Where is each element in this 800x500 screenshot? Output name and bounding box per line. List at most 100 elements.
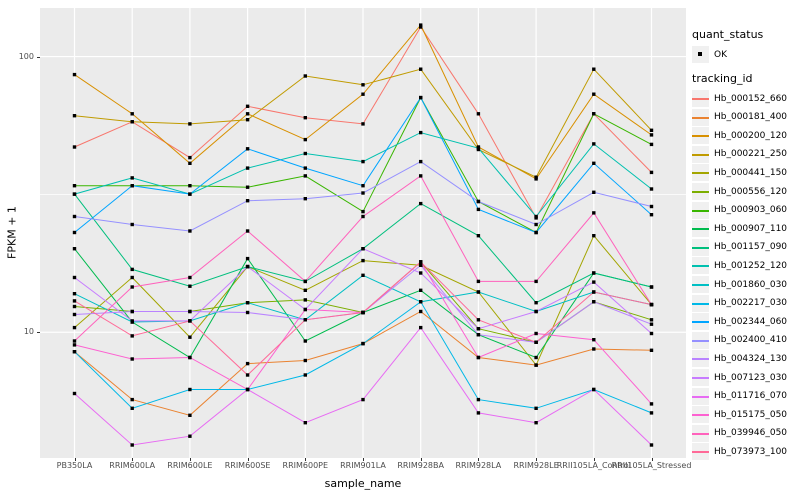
data-point-marker (130, 176, 134, 180)
x-tick-label: RRIM600LE (167, 461, 213, 470)
data-point-marker (361, 83, 365, 87)
data-point-marker (245, 310, 250, 315)
data-point-marker (649, 187, 654, 191)
x-tick-label: RRIM600LA (109, 461, 156, 470)
legend-entry: Hb_000152_660 (692, 90, 787, 107)
y-tick-mark (37, 332, 40, 334)
x-tick-label: RRIM901LA (340, 461, 386, 470)
data-point-marker (592, 67, 596, 71)
data-point-marker (592, 347, 596, 351)
data-point-marker (476, 397, 481, 402)
data-point-marker (303, 174, 307, 178)
data-point-marker (130, 319, 134, 323)
data-point-marker (361, 159, 365, 164)
data-point-marker (534, 355, 538, 360)
x-tick-label: PB350LA (56, 461, 93, 470)
data-point-marker (72, 391, 77, 396)
legend-entry-label: Hb_000441_150 (714, 167, 788, 178)
data-point-marker (361, 273, 365, 277)
legend-entry-label: Hb_002344_060 (714, 316, 788, 327)
data-point-marker (649, 318, 654, 322)
x-tick-mark (305, 458, 307, 461)
data-point-marker (476, 279, 481, 284)
data-point-marker (592, 234, 596, 238)
data-point-marker (649, 128, 654, 132)
data-point-marker (534, 421, 538, 425)
data-point-marker (476, 146, 481, 150)
data-point-marker (188, 309, 192, 314)
legend-entry: Hb_011716_070 (692, 387, 788, 405)
legend-key-box (692, 443, 709, 461)
data-point-marker (130, 267, 134, 272)
x-tick-mark (132, 458, 134, 461)
legend-entry: Hb_000441_150 (692, 164, 788, 182)
legend-entry-label: Hb_000200_120 (714, 130, 788, 141)
legend-entry: Hb_073973_100 (692, 443, 787, 461)
data-point-marker (419, 288, 423, 292)
data-point-marker (419, 300, 423, 304)
data-point-marker (188, 319, 192, 323)
legend-key-box (692, 201, 709, 219)
legend-line-icon (692, 98, 709, 100)
legend-entry-label: Hb_002217_030 (714, 298, 788, 309)
data-point-marker (649, 204, 654, 209)
legend-key-box (692, 350, 709, 368)
data-point-marker (419, 271, 423, 275)
data-point-marker (245, 199, 250, 203)
data-point-marker (130, 406, 134, 410)
x-tick-mark (189, 458, 191, 461)
data-point-marker (476, 355, 481, 360)
x-tick-mark (363, 458, 364, 461)
data-point-marker (649, 443, 654, 447)
legend-entry: Hb_000200_120 (692, 127, 788, 145)
data-point-marker (130, 184, 134, 188)
data-point-marker (130, 112, 134, 116)
x-tick-mark (593, 458, 595, 461)
data-point-marker (419, 325, 423, 330)
legend-title-tracking-id: tracking_id (692, 72, 753, 85)
data-point-marker (649, 322, 654, 326)
data-point-marker (534, 214, 538, 219)
y-tick-mark (37, 56, 40, 58)
data-point-marker (72, 350, 77, 354)
legend-key-box (692, 369, 709, 386)
data-point-marker (72, 184, 77, 188)
data-point-marker (303, 197, 307, 201)
legend-key-box (692, 257, 709, 275)
data-point-marker (361, 247, 365, 251)
data-point-marker (245, 166, 250, 170)
legend-entry: Hb_039946_050 (692, 424, 787, 442)
x-tick-mark (536, 458, 538, 461)
data-point-marker (649, 285, 654, 289)
data-point-marker (303, 298, 307, 302)
legend-entry: Hb_000221_250 (692, 145, 787, 163)
data-point-marker (72, 312, 77, 317)
data-point-marker (245, 387, 250, 392)
legend-entry-label: Hb_000907_110 (714, 223, 788, 234)
data-point-marker (130, 275, 134, 280)
data-point-marker (592, 300, 596, 304)
data-point-marker (361, 92, 365, 96)
data-point-marker (592, 211, 596, 215)
data-point-marker (72, 230, 77, 235)
data-point-marker (476, 207, 481, 212)
data-point-marker (303, 116, 307, 120)
legend-item-label: OK (714, 49, 727, 60)
legend-entry-label: Hb_000556_120 (714, 186, 788, 197)
data-point-marker (245, 256, 250, 261)
legend-key-box (692, 220, 709, 238)
data-point-marker (649, 348, 654, 352)
data-point-marker (649, 411, 654, 415)
y-tick-label: 100 (18, 51, 34, 61)
data-point-marker (72, 192, 77, 196)
legend-key-box (692, 183, 709, 200)
data-point-marker (188, 275, 192, 280)
data-point-marker (592, 190, 596, 194)
legend-line-icon (692, 172, 709, 175)
legend-entry-label: Hb_011716_070 (714, 391, 788, 402)
data-point-marker (245, 185, 250, 189)
data-point-marker (361, 191, 365, 195)
data-point-marker (419, 174, 423, 178)
data-point-marker (303, 318, 307, 322)
legend-line-icon (692, 265, 709, 268)
